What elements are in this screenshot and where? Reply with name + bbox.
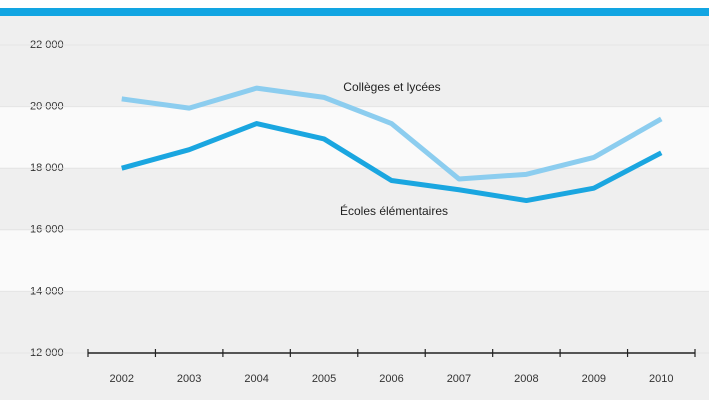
series-line — [121, 121, 663, 204]
series-label: Collèges et lycées — [343, 80, 440, 94]
x-tick-label: 2006 — [379, 373, 403, 385]
top-bar — [0, 8, 709, 16]
x-tick-label: 2009 — [582, 373, 606, 385]
series-label: Écoles élémentaires — [340, 203, 448, 218]
x-tick-label: 2007 — [447, 373, 471, 385]
x-tick-label: 2004 — [244, 373, 268, 385]
x-tick-label: 2003 — [177, 373, 201, 385]
band — [0, 229, 709, 292]
background — [0, 16, 709, 400]
x-tick-label: 2005 — [312, 373, 336, 385]
series-line — [121, 85, 663, 182]
x-tick-label: 2008 — [514, 373, 538, 385]
x-tick-label: 2002 — [109, 373, 133, 385]
x-tick-label: 2010 — [649, 373, 673, 385]
